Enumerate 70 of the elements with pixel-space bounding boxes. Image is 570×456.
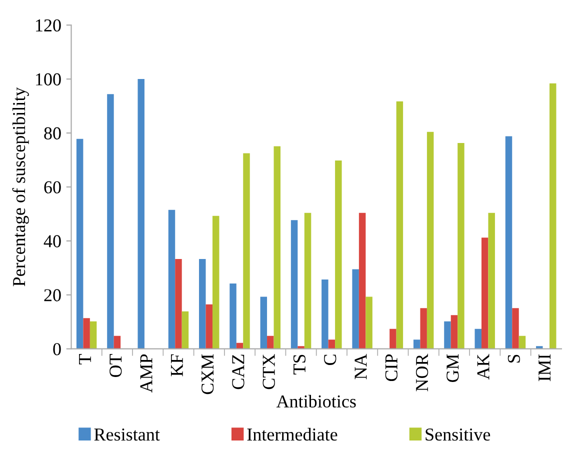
- bar: [212, 216, 220, 349]
- bar: [107, 94, 114, 349]
- bar: [168, 210, 176, 349]
- bar: [358, 212, 366, 349]
- x-axis-title: Antibiotics: [276, 394, 356, 408]
- bar: [550, 83, 556, 349]
- x-tick-label: AMP: [140, 354, 152, 393]
- bar: [335, 160, 342, 349]
- bar: [352, 269, 359, 349]
- bar: [536, 346, 543, 349]
- y-tick-label: 40: [44, 235, 61, 248]
- bar: [426, 132, 434, 349]
- y-tick-label: 80: [44, 127, 61, 140]
- y-tick-label: 60: [44, 181, 61, 194]
- bar: [182, 311, 189, 349]
- y-tick-label: 100: [36, 73, 61, 86]
- bar: [390, 328, 396, 349]
- bar: [474, 328, 482, 349]
- x-tick-label: IMI: [538, 354, 550, 382]
- bar: [267, 336, 274, 349]
- y-tick-label: 120: [36, 19, 61, 32]
- bar: [518, 336, 526, 349]
- x-tick-label: NA: [354, 354, 367, 380]
- x-tick-label: CTX: [262, 354, 275, 390]
- bar: [322, 280, 328, 349]
- bar: [83, 318, 90, 349]
- x-tick-label: TS: [293, 354, 306, 374]
- bar: [199, 258, 206, 349]
- bar: [328, 340, 336, 349]
- bar: [230, 284, 236, 349]
- bar: [243, 153, 250, 349]
- bar: [206, 304, 212, 349]
- bar: [304, 212, 312, 349]
- x-tick-label: OT: [110, 354, 122, 378]
- bar: [366, 296, 372, 349]
- x-tick-label: C: [324, 354, 336, 366]
- bar: [90, 321, 97, 349]
- x-tick-label: NOR: [416, 354, 428, 392]
- bar: [458, 142, 464, 349]
- bar: [290, 220, 298, 349]
- x-tick-label: T: [79, 354, 91, 364]
- y-tick-label: 0: [53, 343, 61, 356]
- y-tick-label: 20: [44, 289, 61, 302]
- bar: [413, 340, 420, 349]
- bar: [450, 315, 458, 349]
- bar: [114, 336, 121, 349]
- bar: [274, 146, 281, 349]
- legend-label: Sensitive: [426, 428, 490, 441]
- bar: [76, 138, 84, 349]
- bar: [505, 136, 512, 349]
- x-tick-label: CIP: [385, 354, 398, 382]
- bar: [444, 321, 451, 349]
- bar: [488, 212, 495, 349]
- bar: [298, 346, 304, 349]
- bar: [512, 308, 519, 349]
- bar: [481, 238, 488, 349]
- x-tick-label: AK: [477, 354, 490, 380]
- bar: [396, 101, 404, 349]
- bar: [138, 79, 144, 349]
- legend-label: Resistant: [94, 428, 160, 441]
- x-tick-label: CAZ: [232, 354, 244, 390]
- x-tick-label: CXM: [202, 354, 214, 394]
- bar: [260, 296, 268, 349]
- bar: [420, 308, 427, 349]
- x-tick-label: GM: [446, 354, 459, 382]
- y-axis-title: Percentage of susceptibility: [12, 87, 29, 286]
- bar: [175, 258, 182, 349]
- x-tick-label: S: [508, 354, 520, 363]
- x-tick-label: KF: [171, 354, 183, 376]
- legend-label: Intermediate: [247, 428, 338, 441]
